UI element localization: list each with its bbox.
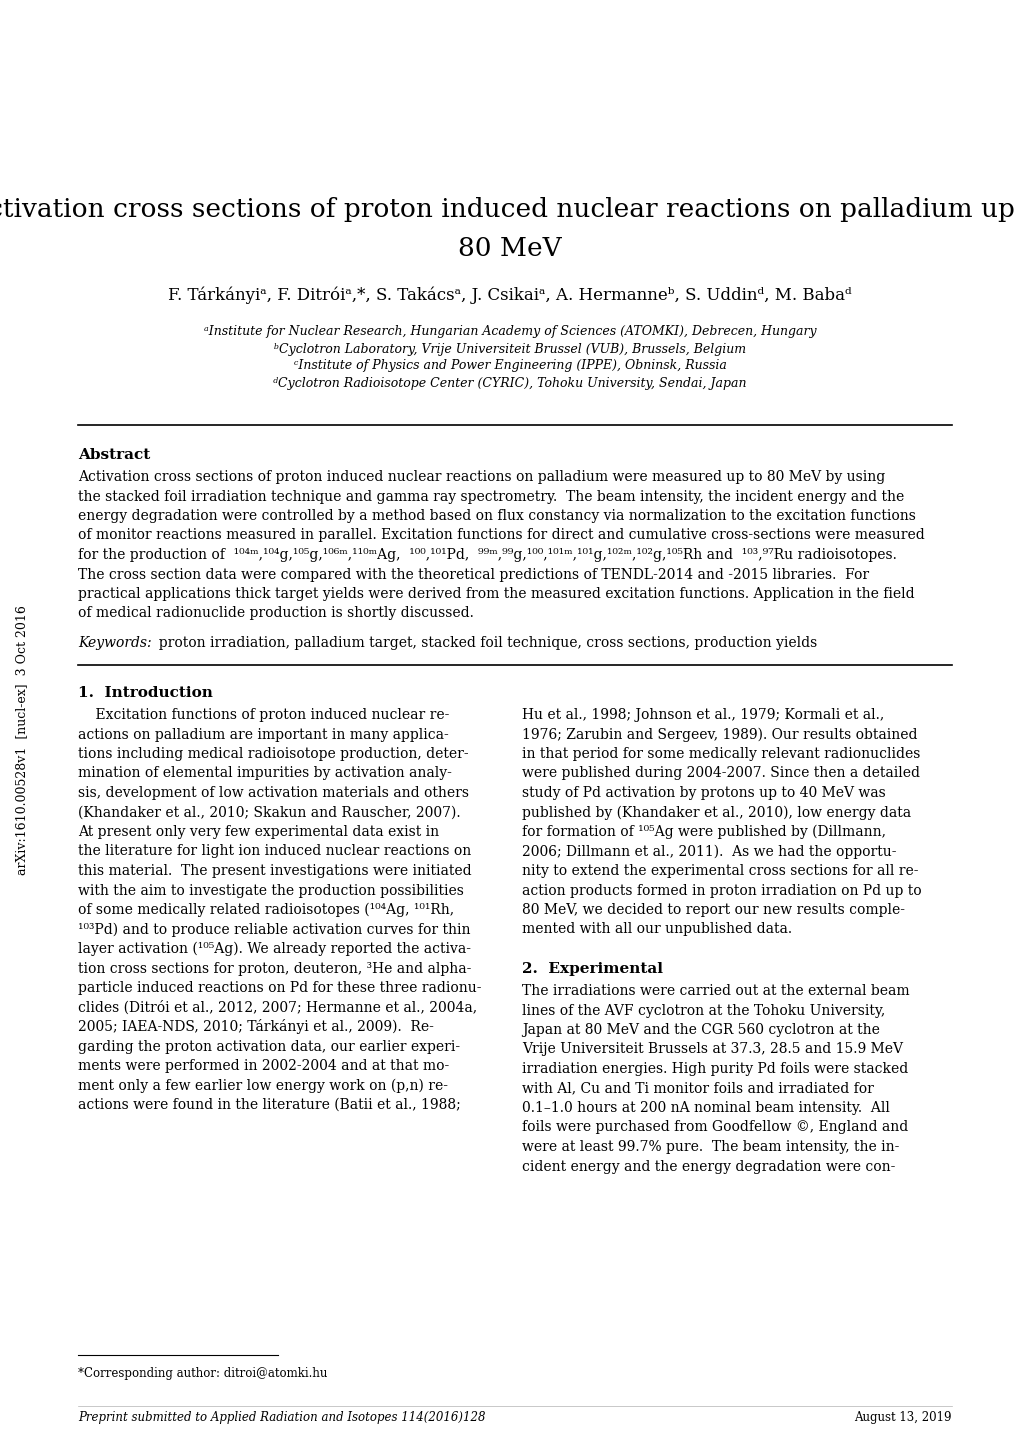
- Text: with the aim to investigate the production possibilities: with the aim to investigate the producti…: [77, 884, 464, 897]
- Text: 2.  Experimental: 2. Experimental: [522, 962, 662, 976]
- Text: Abstract: Abstract: [77, 448, 150, 461]
- Text: ment only a few earlier low energy work on (p,n) re-: ment only a few earlier low energy work …: [77, 1079, 447, 1093]
- Text: this material.  The present investigations were initiated: this material. The present investigation…: [77, 864, 471, 878]
- Text: ments were performed in 2002-2004 and at that mo-: ments were performed in 2002-2004 and at…: [77, 1058, 448, 1073]
- Text: the stacked foil irradiation technique and gamma ray spectrometry.  The beam int: the stacked foil irradiation technique a…: [77, 489, 904, 503]
- Text: energy degradation were controlled by a method based on flux constancy via norma: energy degradation were controlled by a …: [77, 509, 915, 523]
- Text: clides (Ditrói et al., 2012, 2007; Hermanne et al., 2004a,: clides (Ditrói et al., 2012, 2007; Herma…: [77, 1001, 477, 1015]
- Text: actions were found in the literature (Batii et al., 1988;: actions were found in the literature (Ba…: [77, 1097, 461, 1112]
- Text: Activation cross sections of proton induced nuclear reactions on palladium were : Activation cross sections of proton indu…: [77, 470, 884, 485]
- Text: 2005; IAEA-NDS, 2010; Tárkányi et al., 2009).  Re-: 2005; IAEA-NDS, 2010; Tárkányi et al., 2…: [77, 1019, 433, 1034]
- Text: mented with all our unpublished data.: mented with all our unpublished data.: [522, 923, 792, 936]
- Text: At present only very few experimental data exist in: At present only very few experimental da…: [77, 825, 439, 839]
- Text: 1976; Zarubin and Sergeev, 1989). Our results obtained: 1976; Zarubin and Sergeev, 1989). Our re…: [522, 727, 917, 741]
- Text: Keywords:: Keywords:: [77, 636, 152, 650]
- Text: 80 MeV, we decided to report our new results comple-: 80 MeV, we decided to report our new res…: [522, 903, 904, 917]
- Text: 80 MeV: 80 MeV: [458, 235, 561, 261]
- Text: ᵇCyclotron Laboratory, Vrije Universiteit Brussel (VUB), Brussels, Belgium: ᵇCyclotron Laboratory, Vrije Universitei…: [274, 343, 745, 356]
- Text: F. Tárkányiᵃ, F. Ditróiᵃ,*, S. Takácsᵃ, J. Csikaiᵃ, A. Hermanneᵇ, S. Uddinᵈ, M. : F. Tárkányiᵃ, F. Ditróiᵃ,*, S. Takácsᵃ, …: [168, 287, 851, 304]
- Text: The cross section data were compared with the theoretical predictions of TENDL-2: The cross section data were compared wit…: [77, 568, 868, 581]
- Text: Japan at 80 MeV and the CGR 560 cyclotron at the: Japan at 80 MeV and the CGR 560 cyclotro…: [522, 1022, 879, 1037]
- Text: Vrije Universiteit Brussels at 37.3, 28.5 and 15.9 MeV: Vrije Universiteit Brussels at 37.3, 28.…: [522, 1043, 902, 1057]
- Text: proton irradiation, palladium target, stacked foil technique, cross sections, pr: proton irradiation, palladium target, st…: [150, 636, 816, 650]
- Text: of monitor reactions measured in parallel. Excitation functions for direct and c: of monitor reactions measured in paralle…: [77, 529, 924, 542]
- Text: tion cross sections for proton, deuteron, ³He and alpha-: tion cross sections for proton, deuteron…: [77, 962, 471, 975]
- Text: Hu et al., 1998; Johnson et al., 1979; Kormali et al.,: Hu et al., 1998; Johnson et al., 1979; K…: [522, 708, 883, 722]
- Text: August 13, 2019: August 13, 2019: [854, 1412, 951, 1425]
- Text: sis, development of low activation materials and others: sis, development of low activation mater…: [77, 786, 469, 800]
- Text: ᵈCyclotron Radioisotope Center (CYRIC), Tohoku University, Sendai, Japan: ᵈCyclotron Radioisotope Center (CYRIC), …: [273, 376, 746, 389]
- Text: lines of the AVF cyclotron at the Tohoku University,: lines of the AVF cyclotron at the Tohoku…: [522, 1004, 884, 1018]
- Text: published by (Khandaker et al., 2010), low energy data: published by (Khandaker et al., 2010), l…: [522, 805, 910, 819]
- Text: the literature for light ion induced nuclear reactions on: the literature for light ion induced nuc…: [77, 845, 471, 858]
- Text: 0.1–1.0 hours at 200 nA nominal beam intensity.  All: 0.1–1.0 hours at 200 nA nominal beam int…: [522, 1102, 889, 1115]
- Text: ¹⁰³Pd) and to produce reliable activation curves for thin: ¹⁰³Pd) and to produce reliable activatio…: [77, 923, 470, 937]
- Text: Activation cross sections of proton induced nuclear reactions on palladium up to: Activation cross sections of proton indu…: [0, 198, 1019, 222]
- Text: irradiation energies. High purity Pd foils were stacked: irradiation energies. High purity Pd foi…: [522, 1061, 907, 1076]
- Text: were at least 99.7% pure.  The beam intensity, the in-: were at least 99.7% pure. The beam inten…: [522, 1141, 899, 1154]
- Text: of medical radionuclide production is shortly discussed.: of medical radionuclide production is sh…: [77, 607, 474, 620]
- Text: particle induced reactions on Pd for these three radionu-: particle induced reactions on Pd for the…: [77, 981, 481, 995]
- Text: nity to extend the experimental cross sections for all re-: nity to extend the experimental cross se…: [522, 864, 917, 878]
- Text: action products formed in proton irradiation on Pd up to: action products formed in proton irradia…: [522, 884, 921, 897]
- Text: 2006; Dillmann et al., 2011).  As we had the opportu-: 2006; Dillmann et al., 2011). As we had …: [522, 845, 896, 858]
- Text: cident energy and the energy degradation were con-: cident energy and the energy degradation…: [522, 1159, 895, 1174]
- Text: with Al, Cu and Ti monitor foils and irradiated for: with Al, Cu and Ti monitor foils and irr…: [522, 1082, 873, 1096]
- Text: mination of elemental impurities by activation analy-: mination of elemental impurities by acti…: [77, 767, 451, 780]
- Text: in that period for some medically relevant radionuclides: in that period for some medically releva…: [522, 747, 919, 761]
- Text: ᶜInstitute of Physics and Power Engineering (IPPE), Obninsk, Russia: ᶜInstitute of Physics and Power Engineer…: [293, 359, 726, 372]
- Text: layer activation (¹⁰⁵Ag). We already reported the activa-: layer activation (¹⁰⁵Ag). We already rep…: [77, 942, 471, 956]
- Text: foils were purchased from Goodfellow ©, England and: foils were purchased from Goodfellow ©, …: [522, 1120, 907, 1135]
- Text: of some medically related radioisotopes (¹⁰⁴Ag, ¹⁰¹Rh,: of some medically related radioisotopes …: [77, 903, 453, 917]
- Text: arXiv:1610.00528v1  [nucl-ex]  3 Oct 2016: arXiv:1610.00528v1 [nucl-ex] 3 Oct 2016: [15, 606, 29, 875]
- Text: for the production of  ¹⁰⁴ᵐ,¹⁰⁴g,¹⁰⁵g,¹⁰⁶ᵐ,¹¹⁰ᵐAg,  ¹⁰⁰,¹⁰¹Pd,  ⁹⁹ᵐ,⁹⁹g,¹⁰⁰,¹⁰¹ᵐ: for the production of ¹⁰⁴ᵐ,¹⁰⁴g,¹⁰⁵g,¹⁰⁶…: [77, 548, 896, 562]
- Text: were published during 2004-2007. Since then a detailed: were published during 2004-2007. Since t…: [522, 767, 919, 780]
- Text: actions on palladium are important in many applica-: actions on palladium are important in ma…: [77, 728, 448, 741]
- Text: *Corresponding author: ditroi@atomki.hu: *Corresponding author: ditroi@atomki.hu: [77, 1367, 327, 1380]
- Text: study of Pd activation by protons up to 40 MeV was: study of Pd activation by protons up to …: [522, 786, 884, 800]
- Text: tions including medical radioisotope production, deter-: tions including medical radioisotope pro…: [77, 747, 468, 761]
- Text: Excitation functions of proton induced nuclear re-: Excitation functions of proton induced n…: [77, 708, 449, 722]
- Text: Preprint submitted to Applied Radiation and Isotopes 114(2016)128: Preprint submitted to Applied Radiation …: [77, 1412, 485, 1425]
- Text: The irradiations were carried out at the external beam: The irradiations were carried out at the…: [522, 983, 909, 998]
- Text: ᵃInstitute for Nuclear Research, Hungarian Academy of Sciences (ATOMKI), Debrece: ᵃInstitute for Nuclear Research, Hungari…: [204, 326, 815, 339]
- Text: (Khandaker et al., 2010; Skakun and Rauscher, 2007).: (Khandaker et al., 2010; Skakun and Raus…: [77, 806, 461, 819]
- Text: garding the proton activation data, our earlier experi-: garding the proton activation data, our …: [77, 1040, 460, 1054]
- Text: for formation of ¹⁰⁵Ag were published by (Dillmann,: for formation of ¹⁰⁵Ag were published by…: [522, 825, 886, 839]
- Text: 1.  Introduction: 1. Introduction: [77, 686, 213, 699]
- Text: practical applications thick target yields were derived from the measured excita: practical applications thick target yiel…: [77, 587, 914, 601]
